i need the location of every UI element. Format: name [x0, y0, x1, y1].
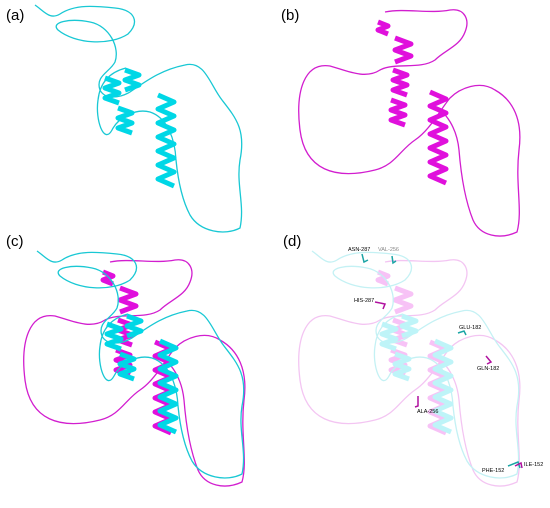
residue-label: GLU-182	[459, 325, 481, 331]
protein-structure-c-magenta	[24, 260, 245, 486]
residue-stick	[414, 396, 419, 408]
protein-structure-d-magenta	[299, 260, 520, 486]
panel-label: (a)	[6, 7, 24, 24]
protein-structure-d-cyan	[312, 251, 519, 478]
residue-stick	[391, 255, 397, 265]
residue-stick	[485, 355, 493, 365]
residue-stick	[361, 253, 369, 264]
residue-label: HIS-287	[354, 298, 374, 304]
residue-stick	[514, 461, 523, 469]
residue-label: ALA-256	[417, 409, 438, 415]
residue-sticks	[361, 253, 523, 469]
protein-structure-a	[35, 5, 242, 232]
residue-label: PHE-152	[482, 468, 504, 474]
residue-stick	[507, 461, 521, 469]
residue-label: ASN-287	[348, 247, 370, 253]
panel-label: (d)	[283, 233, 301, 250]
residue-label: VAL-256	[378, 247, 399, 253]
protein-structure-c-cyan	[37, 251, 244, 478]
residue-label: ILE-152	[524, 462, 543, 468]
residue-label: GLN-182	[477, 366, 499, 372]
protein-structure-b	[299, 10, 520, 236]
panel-label: (c)	[6, 233, 24, 250]
panel-label: (b)	[281, 7, 299, 24]
residue-stick	[374, 301, 387, 310]
residue-stick	[457, 330, 467, 336]
